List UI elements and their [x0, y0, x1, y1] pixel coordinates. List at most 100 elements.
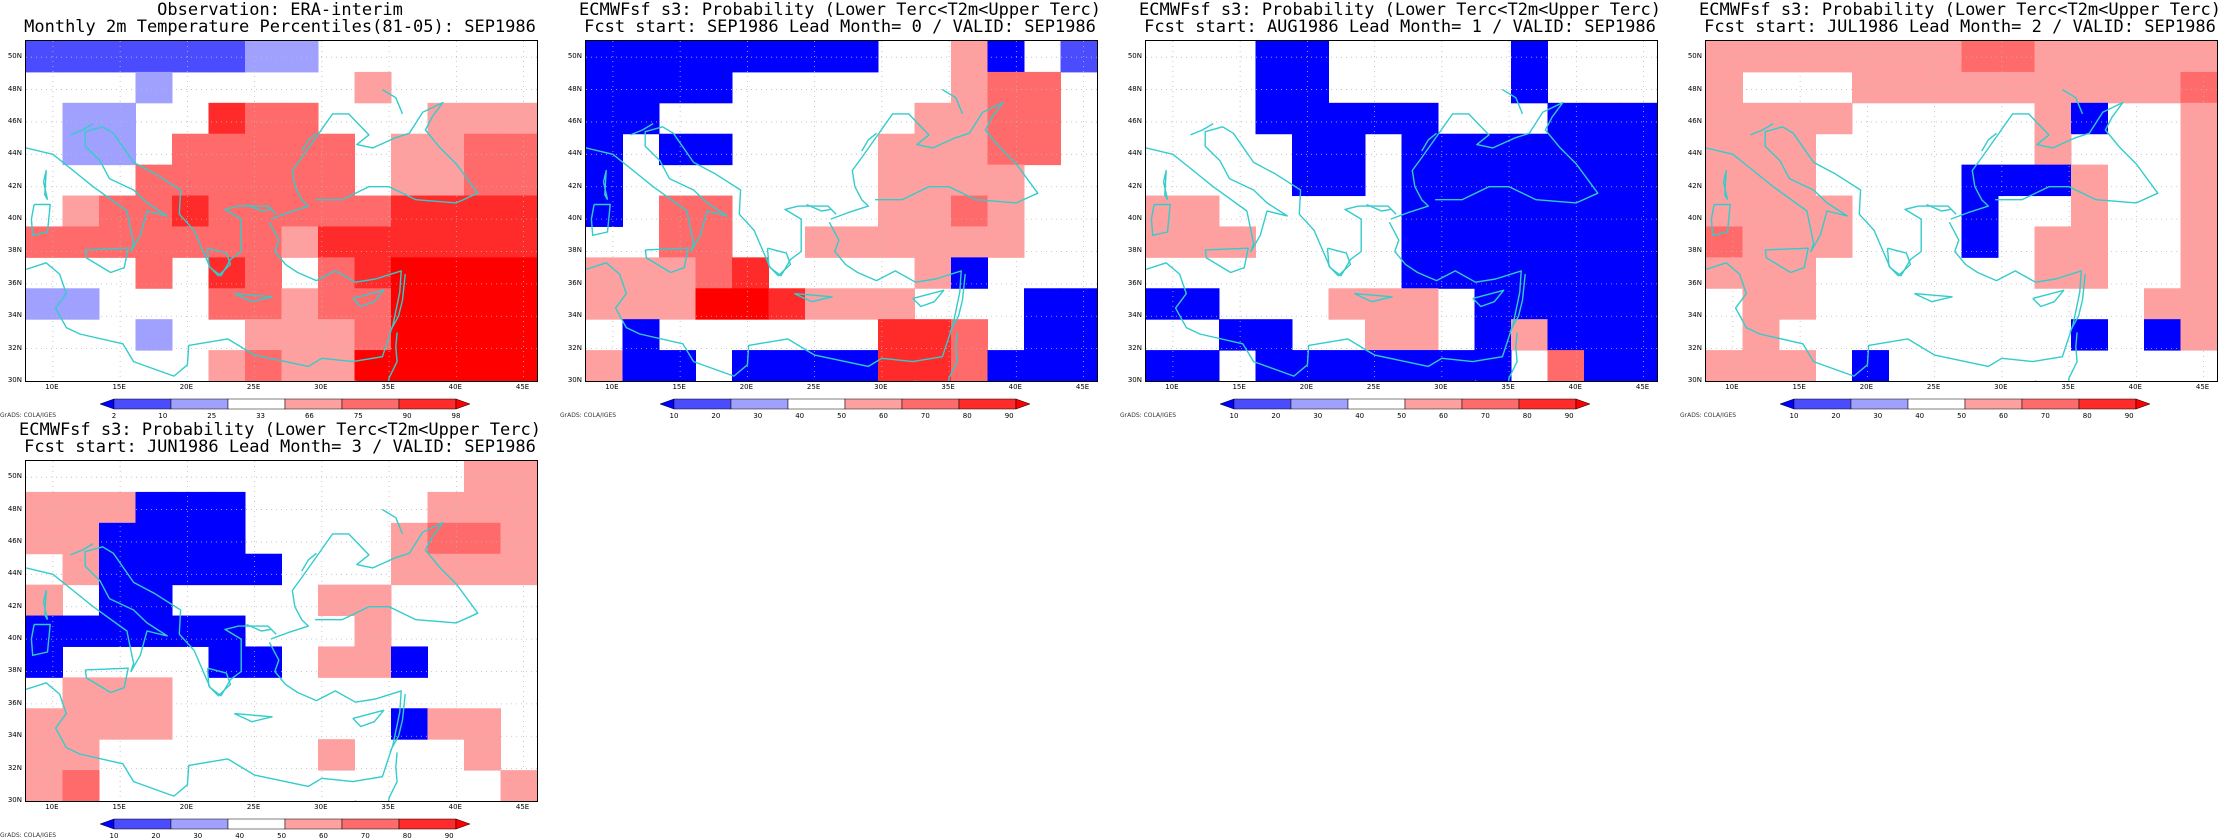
grid-cell [172, 164, 209, 197]
grid-cell [1998, 164, 2035, 197]
grid-cell [2034, 102, 2072, 135]
grid-cell [1328, 102, 1366, 135]
grid-cell [2071, 102, 2108, 135]
map-canvas [26, 461, 537, 801]
coastline [1502, 89, 1524, 115]
grid-cell [1474, 257, 1512, 289]
grid-cell [427, 102, 465, 135]
colorbar-swatch [398, 818, 457, 830]
lat-tick-label: 34N [7, 311, 22, 320]
lon-tick-label: 45E [515, 803, 530, 811]
grid-cell [2180, 102, 2217, 135]
coastline [602, 169, 609, 201]
grid-cell [2180, 226, 2217, 258]
grid-cell [1620, 319, 1657, 351]
grid-cell [427, 491, 465, 524]
coastline [1886, 247, 1912, 277]
grid-cell [245, 41, 282, 73]
coastline [30, 623, 51, 657]
grid-cell [622, 71, 660, 104]
grid-cell [172, 491, 209, 524]
grid-cell [500, 102, 537, 135]
grid-cell [1024, 319, 1061, 351]
colorbar-label: 10 [158, 412, 168, 420]
coastline [1162, 169, 1169, 201]
grid-cell [1146, 226, 1183, 258]
coastline [2032, 289, 2065, 308]
colorbar-label: 80 [2082, 412, 2092, 420]
lon-tick-label: 15E [1232, 383, 1246, 391]
grid-cell [659, 288, 696, 320]
grid-cell [1888, 71, 1926, 104]
grid-cell [1474, 319, 1512, 351]
grid-cell [1961, 195, 1999, 227]
colorbar-label: 80 [962, 412, 972, 420]
coastline [70, 122, 94, 136]
colorbar-swatch [1964, 398, 2023, 410]
grid-cell [841, 350, 879, 381]
coastline [794, 292, 833, 303]
grid-cell [1584, 288, 1621, 320]
lat-tick-label: 36N [567, 278, 582, 287]
grid-cell [2107, 41, 2145, 73]
grid-cell [1401, 226, 1439, 258]
grid-cell [1584, 226, 1621, 258]
grid-cell [500, 164, 537, 197]
grid-cell [1584, 257, 1621, 289]
coastline [234, 292, 273, 303]
colorbar-swatch [901, 398, 960, 410]
colorbar-label: 20 [151, 832, 161, 840]
grid-cell [62, 133, 100, 166]
grid-cell [318, 584, 355, 617]
grid-cell [1620, 226, 1657, 258]
grid-cell [951, 226, 988, 258]
coastline [2067, 332, 2078, 381]
grid-cell [1182, 226, 1220, 258]
map-frame [585, 40, 1098, 382]
colorbar-label: 10 [1229, 412, 1239, 420]
lat-tick-label: 40N [567, 214, 582, 223]
grid-cell [1620, 164, 1657, 197]
lat-tick-label: 48N [1687, 84, 1702, 93]
colorbar-label: 66 [304, 412, 314, 420]
grid-cell [391, 708, 428, 740]
grid-cell [135, 164, 173, 197]
panel-title-line2: Fcst start: AUG1986 Lead Month= 1 / VALI… [1144, 17, 1656, 37]
colorbar-label: 30 [1873, 412, 1883, 420]
grid-cell [245, 102, 282, 135]
grid-cell [135, 708, 173, 740]
coastline [301, 552, 317, 572]
grid-cell [281, 319, 319, 351]
grid-cell [62, 770, 100, 801]
grid-cell [914, 226, 952, 258]
grid-cell [1779, 226, 1816, 258]
lat-tick-label: 36N [7, 698, 22, 707]
grid-cell [1620, 133, 1657, 166]
coastline [586, 221, 962, 377]
colorbar-swatch [1780, 398, 1795, 410]
lat-tick-label: 34N [567, 311, 582, 320]
lat-tick-label: 38N [567, 246, 582, 255]
grid-cell [26, 770, 63, 801]
lat-tick-label: 50N [7, 52, 22, 61]
grid-cell [500, 195, 537, 227]
lat-tick-label: 42N [1127, 181, 1142, 190]
colorbar-label: 60 [879, 412, 888, 420]
colorbar-swatch [1575, 398, 1590, 410]
lat-tick-label: 36N [1687, 278, 1702, 287]
coastline [1146, 126, 1397, 277]
grid-cell [1620, 195, 1657, 227]
grid-cell [768, 288, 806, 320]
grid-cell [878, 288, 915, 320]
grid-cell [1584, 350, 1621, 381]
lat-tick-label: 36N [1127, 278, 1142, 287]
grid-cell [987, 102, 1025, 135]
grid-cell [1438, 164, 1475, 197]
coastline [26, 221, 402, 377]
grid-cell [1511, 226, 1548, 258]
grid-cell [1024, 350, 1061, 381]
grid-cell [135, 553, 173, 586]
coastline [861, 132, 877, 152]
lon-tick-label: 40E [448, 803, 462, 811]
grid-cell [464, 708, 501, 740]
